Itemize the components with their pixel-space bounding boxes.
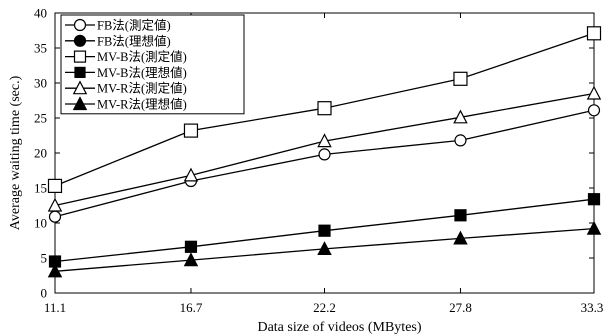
y-tick-label: 25	[34, 111, 47, 126]
data-point	[317, 101, 332, 116]
data-point	[586, 85, 602, 100]
data-point	[317, 241, 332, 255]
y-tick-label: 5	[41, 251, 48, 266]
x-tick-label: 22.2	[313, 300, 336, 315]
data-point	[318, 224, 331, 237]
legend-item: MV-R法(理想値)	[65, 96, 187, 112]
y-tick-label: 10	[34, 216, 47, 231]
legend-item: FB法(測定値)	[65, 18, 171, 33]
legend: FB法(測定値)FB法(理想値)MV-B法(測定値)MV-B法(理想値)MV-R…	[60, 14, 245, 115]
legend-box	[60, 14, 245, 115]
data-point	[586, 220, 602, 235]
data-point	[453, 71, 468, 86]
series-3	[47, 26, 602, 193]
legend-marker	[73, 18, 87, 32]
legend-marker	[72, 96, 88, 111]
legend-label: MV-B法(理想値)	[97, 65, 187, 80]
y-tick-label: 35	[34, 41, 47, 56]
data-point	[453, 109, 468, 124]
x-tick-label: 11.1	[44, 300, 66, 315]
x-tick-label: 27.8	[449, 300, 472, 315]
x-axis-title: Data size of videos (MBytes)	[257, 320, 421, 335]
data-point	[183, 252, 199, 267]
legend-item: MV-B法(測定値)	[65, 49, 187, 64]
plot-area: 0 5 10 15 20 25 30 35 40 11.1 16.7 22.2 27.8 33.3	[34, 6, 603, 316]
data-point	[47, 178, 63, 193]
legend-marker	[73, 50, 87, 63]
y-tick-label: 15	[34, 181, 47, 196]
series-1	[48, 104, 601, 223]
data-point	[183, 123, 199, 138]
data-point	[586, 26, 602, 41]
data-point	[184, 240, 198, 253]
x-tick-label: 16.7	[180, 300, 203, 315]
series-line	[54, 109, 595, 218]
legend-marker	[73, 34, 87, 47]
data-point	[47, 263, 63, 278]
data-point	[587, 104, 601, 117]
legend-item: MV-B法(理想値)	[65, 65, 187, 80]
data-point	[183, 167, 199, 182]
data-point	[48, 210, 62, 223]
x-tick-label: 33.3	[581, 300, 604, 315]
data-point	[317, 133, 332, 148]
legend-label: FB法(測定値)	[97, 18, 171, 33]
data-point	[453, 230, 468, 245]
y-tick-label: 30	[34, 76, 47, 91]
legend-label: FB法(理想値)	[97, 33, 171, 48]
y-tick-label: 40	[34, 6, 47, 21]
data-point	[454, 209, 467, 222]
data-point	[47, 197, 63, 212]
series-6	[47, 220, 602, 278]
legend-label: MV-B法(測定値)	[97, 49, 187, 64]
series-4	[48, 193, 601, 268]
data-point	[318, 148, 331, 161]
legend-marker	[74, 66, 86, 79]
data-point	[587, 193, 601, 206]
legend-marker	[72, 80, 88, 95]
y-axis-title: Average waiting time (sec.)	[8, 75, 23, 230]
legend-label: MV-R法(理想値)	[97, 97, 187, 112]
data-point	[454, 134, 467, 147]
legend-label: MV-R法(測定値)	[97, 81, 187, 96]
y-tick-label: 0	[41, 286, 48, 301]
legend-item: MV-R法(測定値)	[65, 80, 187, 96]
y-tick-label: 20	[34, 146, 47, 161]
legend-item: FB法(理想値)	[65, 33, 171, 48]
series-5	[47, 85, 602, 212]
